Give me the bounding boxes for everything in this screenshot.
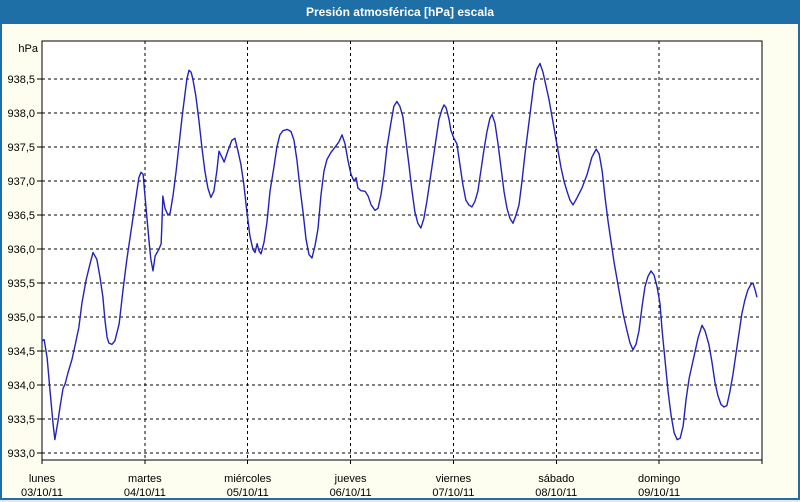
y-tick-label: 933,0 bbox=[7, 448, 35, 460]
y-axis-unit-label: hPa bbox=[18, 43, 38, 55]
x-day-date-label: 08/10/11 bbox=[535, 487, 577, 499]
plot-area bbox=[41, 40, 763, 461]
y-tick-label: 937,5 bbox=[7, 142, 35, 154]
x-day-name-label: viernes bbox=[436, 473, 472, 485]
x-day-name-label: jueves bbox=[334, 473, 367, 485]
x-day-date-label: 09/10/11 bbox=[638, 487, 680, 499]
y-tick-label: 936,0 bbox=[7, 244, 35, 256]
x-day-name-label: sábado bbox=[538, 473, 574, 485]
x-day-date-label: 07/10/11 bbox=[432, 487, 474, 499]
y-tick-label: 934,5 bbox=[7, 346, 35, 358]
x-day-date-label: 06/10/11 bbox=[330, 487, 372, 499]
x-day-name-label: lunes bbox=[29, 473, 56, 485]
x-day-name-label: miércoles bbox=[224, 473, 272, 485]
y-tick-label: 937,0 bbox=[7, 176, 35, 188]
x-day-name-label: domingo bbox=[638, 473, 680, 485]
x-day-date-label: 05/10/11 bbox=[227, 487, 269, 499]
y-tick-label: 935,0 bbox=[7, 312, 35, 324]
chart-title: Presión atmosférica [hPa] escala bbox=[305, 5, 495, 19]
pressure-line bbox=[41, 62, 758, 441]
y-tick-label: 936,5 bbox=[7, 210, 35, 222]
y-tick-label: 935,5 bbox=[7, 278, 35, 290]
y-tick-label: 934,0 bbox=[7, 380, 35, 392]
y-tick-label: 938,0 bbox=[7, 108, 35, 120]
y-tick-label: 938,5 bbox=[7, 74, 35, 86]
y-tick-label: 933,5 bbox=[7, 414, 35, 426]
x-day-date-label: 04/10/11 bbox=[124, 487, 166, 499]
chart-title-bar[interactable]: Presión atmosférica [hPa] escala bbox=[2, 2, 798, 24]
x-day-date-label: 03/10/11 bbox=[21, 487, 63, 499]
x-day-name-label: martes bbox=[128, 473, 162, 485]
